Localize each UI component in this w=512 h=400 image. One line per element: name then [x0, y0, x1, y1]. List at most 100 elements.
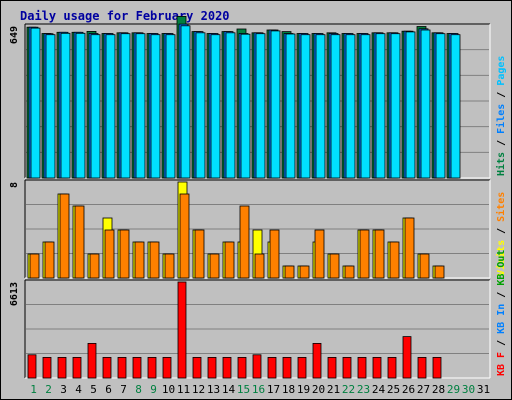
- x-tick-label-day-20: 20: [312, 383, 325, 396]
- x-tick-label-day-28: 28: [432, 383, 445, 396]
- bar-hits-pages-day-18: [285, 33, 296, 179]
- bar-visits-sites-day-17: [269, 229, 280, 279]
- bar-visits-sites-day-26: [404, 217, 415, 279]
- x-tick-label-day-25: 25: [387, 383, 400, 396]
- x-tick-label-day-24: 24: [372, 383, 386, 396]
- bar-kbytes-kb-f-day-18: [282, 356, 292, 379]
- bar-kbytes-kb-f-day-16: [252, 354, 262, 379]
- panel-hits-scale-label: 649: [9, 26, 20, 44]
- bar-hits-pages-day-9: [150, 34, 161, 179]
- x-tick-label-day-3: 3: [60, 383, 67, 396]
- x-tick-label-day-27: 27: [417, 383, 430, 396]
- bar-hits-pages-day-10: [165, 34, 176, 179]
- bar-kbytes-kb-f-day-27: [417, 356, 427, 379]
- bar-visits-sites-day-23: [359, 229, 370, 279]
- bar-hits-pages-day-17: [270, 30, 281, 179]
- series-sites: [29, 193, 445, 279]
- x-tick-label-day-17: 17: [267, 383, 280, 396]
- bar-kbytes-kb-f-day-19: [297, 356, 307, 379]
- bar-hits-pages-day-22: [345, 34, 356, 179]
- bar-hits-pages-day-1: [30, 27, 41, 179]
- bar-visits-sites-day-10: [164, 253, 175, 279]
- x-tick-label-day-1: 1: [30, 383, 37, 396]
- legend-entry-hits-0: Hits: [495, 152, 507, 176]
- bar-kbytes-kb-f-day-7: [117, 356, 127, 379]
- legend-entry-kbytes-2: KB In: [496, 304, 507, 334]
- x-tick-label-day-10: 10: [162, 383, 175, 396]
- x-tick-label-day-22: 22: [342, 383, 355, 396]
- legend-entry-hits-3: /: [496, 86, 507, 104]
- legend-entry-hits-2: Files: [495, 104, 507, 134]
- bar-kbytes-kb-f-day-21: [327, 356, 337, 379]
- bar-hits-pages-day-5: [90, 34, 101, 179]
- bar-hits-pages-day-3: [60, 32, 71, 179]
- bar-hits-pages-day-20: [315, 34, 326, 179]
- bar-kbytes-kb-f-day-11: [177, 281, 187, 379]
- bar-kbytes-kb-f-day-6: [102, 356, 112, 379]
- legend-entry-hits-4: Pages: [496, 56, 507, 86]
- legend-entry-kbytes-4: KB Out: [496, 250, 507, 286]
- bar-kbytes-kb-f-day-2: [42, 356, 52, 379]
- series-kb-f: [27, 281, 442, 379]
- x-tick-label-day-13: 13: [207, 383, 220, 396]
- bar-visits-sites-day-14: [224, 241, 235, 279]
- bar-hits-pages-day-16: [255, 33, 266, 179]
- bar-visits-sites-day-28: [434, 265, 445, 279]
- bar-visits-sites-day-18: [284, 265, 295, 279]
- bar-kbytes-kb-f-day-4: [72, 356, 82, 379]
- bar-visits-sites-day-15: [239, 205, 250, 279]
- legend-entry-kbytes-1: /: [496, 334, 507, 352]
- bar-visits-sites-day-22: [344, 265, 355, 279]
- x-tick-label-day-31: 31: [477, 383, 490, 396]
- x-tick-label-day-8: 8: [135, 383, 142, 396]
- legend-entry-kbytes-3: /: [496, 286, 507, 304]
- bar-kbytes-kb-f-day-20: [312, 342, 322, 379]
- chart-title: Daily usage for February 2020: [20, 9, 230, 23]
- panel-hits: 649 Hits / Files / Pages: [9, 15, 507, 179]
- bar-hits-pages-day-4: [75, 32, 86, 179]
- legend-entry-visits-1: /: [496, 222, 507, 240]
- x-tick-label-day-19: 19: [297, 383, 310, 396]
- bar-visits-sites-day-25: [389, 241, 400, 279]
- bar-visits-sites-day-21: [329, 253, 340, 279]
- x-tick-label-day-18: 18: [282, 383, 295, 396]
- bar-kbytes-kb-f-day-28: [432, 356, 442, 379]
- bar-visits-sites-day-1: [29, 253, 40, 279]
- x-tick-label-day-12: 12: [192, 383, 205, 396]
- bar-visits-sites-day-19: [299, 265, 310, 279]
- x-tick-label-day-9: 9: [150, 383, 157, 396]
- x-tick-label-day-14: 14: [222, 383, 236, 396]
- bar-visits-sites-day-7: [119, 229, 130, 279]
- bar-hits-pages-day-29: [450, 34, 461, 179]
- bar-hits-pages-day-6: [105, 34, 116, 179]
- bar-hits-pages-day-23: [360, 34, 371, 179]
- bar-hits-pages-day-25: [390, 33, 401, 179]
- x-tick-label-day-6: 6: [105, 383, 112, 396]
- bar-kbytes-kb-f-day-26: [402, 336, 412, 379]
- bar-kbytes-kb-f-day-14: [222, 356, 232, 379]
- bar-hits-pages-day-11: [180, 25, 191, 179]
- bar-visits-sites-day-27: [419, 253, 430, 279]
- bar-visits-sites-day-5: [89, 253, 100, 279]
- bar-kbytes-kb-f-day-22: [342, 356, 352, 379]
- bar-visits-sites-day-24: [374, 229, 385, 279]
- bar-kbytes-kb-f-day-25: [387, 356, 397, 379]
- bar-kbytes-kb-f-day-1: [27, 354, 37, 379]
- bar-kbytes-kb-f-day-17: [267, 356, 277, 379]
- x-tick-label-day-15: 15: [237, 383, 250, 396]
- panel-visits-scale-label: 8: [9, 182, 20, 188]
- x-tick-label-day-26: 26: [402, 383, 415, 396]
- bar-hits-pages-day-24: [375, 33, 386, 179]
- bar-hits-pages-day-2: [45, 34, 56, 179]
- bar-hits-pages-day-13: [210, 34, 221, 179]
- bar-hits-pages-day-27: [420, 29, 431, 179]
- panel-kbytes-scale-label: 6613: [9, 282, 20, 306]
- bar-hits-pages-day-8: [135, 33, 146, 179]
- panel-hits-legend: Hits / Files / Pages: [495, 56, 507, 176]
- bar-visits-sites-day-13: [209, 253, 220, 279]
- panel-kbytes-legend: KB F / KB In / KB Out: [496, 250, 507, 376]
- x-tick-label-day-23: 23: [357, 383, 370, 396]
